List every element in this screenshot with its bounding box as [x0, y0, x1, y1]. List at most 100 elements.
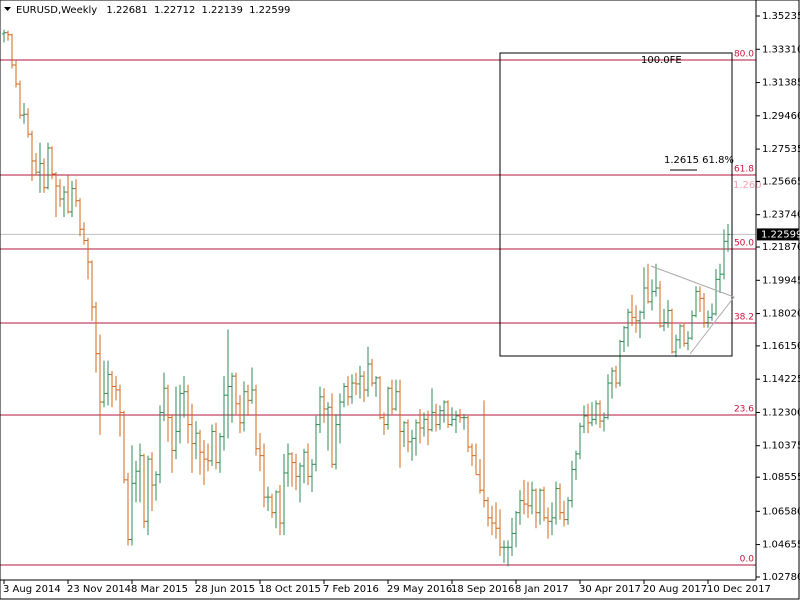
ohlc-bar [382, 412, 386, 435]
ohlc-bar [714, 268, 718, 316]
ohlc-bar [302, 448, 306, 484]
ohlc-bar [10, 33, 14, 69]
ohlc-bar [286, 443, 290, 487]
ohlc-bar [270, 493, 274, 518]
ohlc-bar [542, 486, 546, 522]
ohlc-bar [518, 490, 522, 525]
target-label: 1.2615 61.8% [664, 155, 734, 166]
ohlc-bar [258, 433, 262, 472]
ohlc-bar [598, 400, 602, 428]
ohlc-bar [562, 500, 566, 527]
y-tick-label: 1.29460 [762, 111, 800, 122]
ohlc-bar [90, 260, 94, 321]
ohlc-bar [702, 293, 706, 328]
ohlc-bar [586, 403, 590, 434]
ohlc-bar [330, 393, 334, 468]
ohlc-bar [110, 370, 114, 408]
x-tick-label: 28 Jun 2015 [195, 584, 255, 595]
y-tick-label: 1.14225 [762, 374, 800, 385]
ohlc-bar [338, 393, 342, 444]
ohlc-bar [222, 376, 226, 451]
ohlc-bar [526, 481, 530, 518]
ohlc-bar [414, 419, 418, 456]
ohlc-bar [142, 453, 146, 529]
ohlc-bar [354, 372, 358, 396]
y-tick-label: 1.16150 [762, 341, 800, 352]
target-right-label: 1.260 [733, 180, 762, 191]
ohlc-bar [534, 488, 538, 529]
ohlc-bar [678, 324, 682, 349]
ohlc-bar [646, 263, 650, 304]
ohlc-bar [274, 490, 278, 529]
ohlc-bar [150, 452, 154, 511]
y-tick-label: 1.33310 [762, 44, 800, 55]
ohlc-bar [46, 142, 50, 190]
ohlc-bar [38, 142, 42, 193]
ohlc-bar [546, 507, 550, 539]
ohlc-bar [662, 308, 666, 332]
ohlc-bar [318, 386, 322, 434]
ohlc-bar [410, 429, 414, 461]
ohlc-bar [650, 279, 654, 311]
y-tick-label: 1.08555 [762, 472, 800, 483]
ohlc-bar [122, 410, 126, 484]
ohlc-bar [190, 403, 194, 473]
fib-label: 50.0 [734, 238, 754, 248]
ohlc-bar [14, 60, 18, 88]
ohlc-bar [102, 360, 106, 408]
ohlc-bar [554, 481, 558, 525]
ohlc-bar [486, 497, 490, 527]
ohlc-bar [74, 179, 78, 207]
x-tick-label: 8 Jan 2017 [515, 584, 569, 595]
ohlc-bar [510, 517, 514, 556]
ohlc-bar [686, 331, 690, 351]
ohlc-bar [622, 326, 626, 352]
ohlc-bar [606, 374, 610, 420]
ohlc-bar [18, 80, 22, 119]
ohlc-bar [530, 481, 534, 515]
ohlc-bar [34, 153, 38, 176]
ohlc-bar [674, 334, 678, 358]
ohlc-bar [54, 172, 58, 218]
ohlc-bar [446, 400, 450, 428]
ohlc-bar [390, 379, 394, 415]
fe-box [499, 52, 733, 357]
ohlc-bar [58, 179, 62, 207]
fib-label: 38.2 [734, 312, 754, 322]
ohlc-bar [726, 224, 730, 252]
ohlc-bar [378, 376, 382, 420]
ohlc-bar [710, 303, 714, 321]
x-tick-label: 23 Nov 2014 [67, 584, 131, 595]
ohlc-bar [438, 405, 442, 430]
ohlc-bar [590, 402, 594, 427]
ohlc-bar [246, 384, 250, 416]
header-close: 1.22599 [249, 5, 290, 16]
fib-label: 80.0 [734, 49, 754, 59]
ohlc-bar [214, 422, 218, 470]
y-tick-label: 1.25665 [762, 176, 800, 187]
ohlc-bar [6, 30, 10, 41]
ohlc-bar [658, 281, 662, 328]
x-tick-label: 18 Sep 2016 [451, 584, 514, 595]
ohlc-bar [62, 186, 66, 218]
ohlc-bar [166, 384, 170, 442]
ohlc-bar [162, 372, 166, 422]
ohlc-bar [690, 310, 694, 340]
ohlc-bar [654, 263, 658, 297]
y-tick-label: 1.06580 [762, 506, 800, 517]
ohlc-bar [490, 505, 494, 536]
ohlc-bar [614, 365, 618, 389]
ohlc-bar [626, 308, 630, 347]
ohlc-bar [322, 388, 326, 423]
menu-arrow[interactable] [4, 7, 11, 11]
ohlc-bar [374, 376, 378, 397]
ohlc-bar [262, 443, 266, 508]
ohlc-bar [282, 453, 286, 536]
ohlc-bar [434, 403, 438, 432]
ohlc-bar [358, 365, 362, 399]
x-tick-label: 3 Aug 2014 [3, 584, 61, 595]
ohlc-bar [26, 108, 30, 138]
header-low: 1.22139 [202, 5, 243, 16]
y-tick-label: 1.23740 [762, 210, 800, 221]
